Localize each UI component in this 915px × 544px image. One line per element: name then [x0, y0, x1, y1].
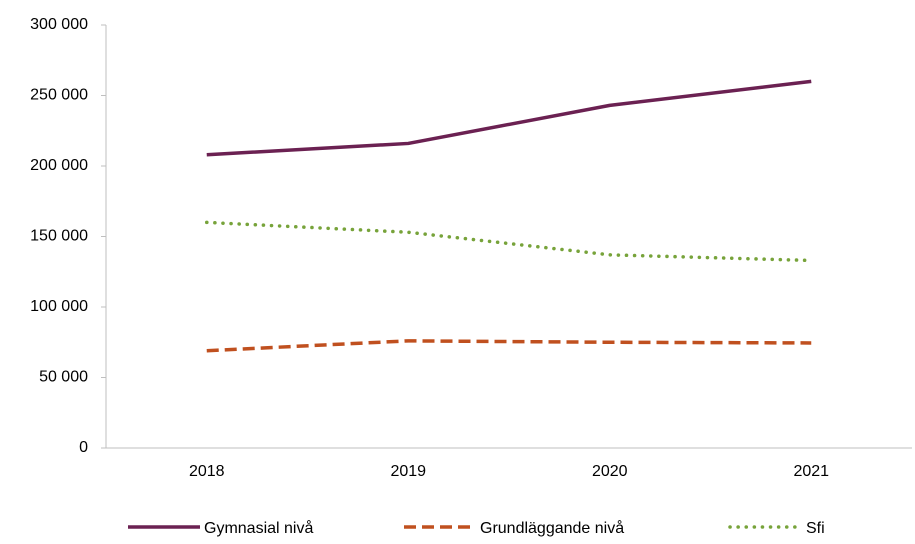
line-series [205, 220, 813, 263]
legend-label: Grundläggande nivå [480, 519, 624, 537]
legend-label: Gymnasial nivå [204, 519, 313, 537]
y-tick-label: 150 000 [30, 228, 88, 245]
y-tick-label: 250 000 [30, 87, 88, 104]
y-tick-label: 100 000 [30, 298, 88, 315]
y-tick-label: 50 000 [39, 369, 88, 386]
legend-label: Sfi [806, 520, 825, 537]
x-tick-label: 2018 [189, 463, 225, 480]
x-tick-label: 2020 [592, 463, 628, 480]
line-series [206, 339, 812, 353]
y-tick-label: 200 000 [30, 157, 88, 174]
line-series [206, 79, 812, 157]
x-tick-label: 2021 [793, 463, 829, 480]
y-tick-label: 300 000 [30, 16, 88, 33]
x-tick-label: 2019 [390, 463, 426, 480]
y-tick-label: 0 [79, 439, 88, 456]
